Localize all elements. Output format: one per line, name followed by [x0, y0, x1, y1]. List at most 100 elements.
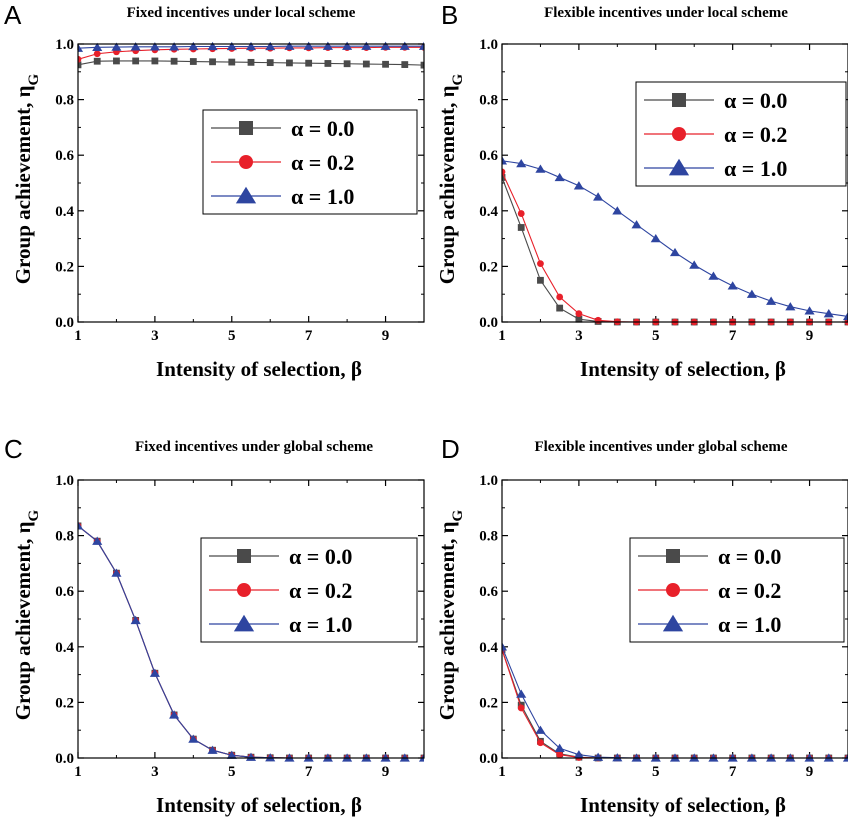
- y-tick-label: 0.4: [55, 204, 74, 220]
- data-point: [228, 58, 236, 66]
- data-point: [573, 181, 584, 190]
- x-tick-label: 5: [228, 764, 236, 780]
- legend-label: α = 0.0: [724, 88, 787, 113]
- data-point: [170, 57, 178, 65]
- data-point: [401, 61, 409, 68]
- data-point: [380, 41, 391, 50]
- data-point: [842, 753, 848, 762]
- x-tick-label: 1: [74, 764, 82, 780]
- data-point: [727, 281, 738, 290]
- x-tick-label: 7: [729, 328, 737, 344]
- data-point: [517, 704, 525, 712]
- legend-label: α = 0.0: [289, 544, 352, 569]
- series-square: [502, 174, 848, 326]
- series-square: [78, 57, 424, 69]
- legend: α = 0.0 α = 0.2 α = 1.0: [629, 537, 845, 643]
- y-tick-label: 0.6: [479, 584, 498, 600]
- data-point: [575, 310, 583, 318]
- panel-letter: B: [441, 0, 458, 30]
- data-point: [151, 57, 159, 65]
- x-tick-label: 7: [305, 764, 313, 780]
- plot-frame: [501, 479, 848, 759]
- data-point: [537, 260, 544, 268]
- legend-marker-square: [239, 121, 253, 135]
- series-line: [502, 646, 848, 759]
- x-tick-label: 5: [652, 328, 660, 344]
- data-point: [631, 220, 642, 229]
- y-tick-label: 0.8: [479, 93, 498, 109]
- data-point: [130, 42, 141, 51]
- data-point: [361, 41, 372, 50]
- legend-marker-circle: [239, 155, 253, 169]
- y-tick-label: 0.8: [479, 529, 498, 545]
- y-tick-label: 0.8: [55, 93, 74, 109]
- x-axis-label: Intensity of selection, β: [156, 357, 362, 381]
- data-point: [502, 156, 508, 165]
- plot-frame: [77, 479, 425, 759]
- legend-label: α = 0.0: [291, 116, 354, 141]
- series-circle: [502, 646, 848, 762]
- data-point: [284, 41, 295, 50]
- data-point: [593, 752, 604, 761]
- series-square: [502, 646, 848, 762]
- legend-marker-triangle: [235, 186, 257, 204]
- data-point: [111, 568, 122, 577]
- data-point: [226, 41, 237, 51]
- legend-label: α = 0.2: [291, 150, 354, 175]
- data-point: [342, 41, 353, 50]
- data-point: [149, 42, 160, 51]
- y-tick-label: 1.0: [55, 473, 74, 489]
- y-tick-label: 0.4: [479, 204, 498, 220]
- data-point: [594, 316, 602, 324]
- data-point: [286, 59, 293, 67]
- legend-marker-triangle: [662, 614, 684, 632]
- axis-ticks: 1 3 5 7 9 0.0 0.2 0.4 0.6 0.8 1.0: [479, 473, 848, 780]
- y-axis-label: Group achievement, ηG: [435, 73, 466, 284]
- data-point: [226, 750, 237, 759]
- data-point: [556, 304, 564, 312]
- data-point: [502, 168, 506, 176]
- series-line: [502, 649, 848, 759]
- legend: α = 0.0 α = 0.2 α = 1.0: [635, 81, 847, 187]
- legend-label: α = 0.2: [724, 122, 787, 147]
- data-point: [517, 210, 525, 217]
- y-tick-label: 1.0: [55, 37, 74, 53]
- chart-title: Flexible incentives under local scheme: [544, 5, 788, 21]
- data-point: [78, 61, 82, 69]
- chart-title: Flexible incentives under global scheme: [534, 439, 787, 455]
- x-tick-label: 9: [806, 764, 814, 780]
- y-tick-label: 0.2: [479, 695, 498, 711]
- data-point: [265, 41, 276, 51]
- data-point: [746, 289, 757, 298]
- legend-marker-square: [666, 549, 680, 563]
- data-point: [785, 302, 796, 311]
- x-tick-label: 3: [575, 328, 583, 344]
- legend-marker-circle: [666, 583, 680, 597]
- data-point: [265, 753, 276, 762]
- data-point: [111, 42, 122, 51]
- data-point: [78, 55, 82, 63]
- data-point: [537, 276, 544, 284]
- data-point: [502, 174, 506, 181]
- y-tick-label: 0.2: [55, 259, 74, 275]
- legend-label: α = 0.2: [718, 578, 781, 603]
- series-line: [502, 649, 848, 759]
- data-point: [842, 311, 848, 321]
- data-point: [612, 753, 623, 762]
- data-point: [169, 42, 180, 51]
- series-circle: [502, 168, 848, 326]
- data-point: [382, 60, 389, 68]
- legend: α = 0.0 α = 0.2 α = 1.0: [202, 109, 418, 215]
- data-point: [517, 224, 525, 231]
- data-point: [612, 206, 623, 215]
- y-tick-label: 0.6: [479, 148, 498, 164]
- y-axis-label: Group achievement, ηG: [435, 509, 466, 720]
- x-tick-label: 3: [151, 764, 159, 780]
- y-tick-label: 0.8: [55, 529, 74, 545]
- x-tick-label: 1: [498, 764, 506, 780]
- legend-marker-square: [672, 93, 686, 107]
- panel-letter: A: [4, 0, 22, 30]
- data-point: [113, 57, 120, 65]
- data-point: [188, 734, 199, 743]
